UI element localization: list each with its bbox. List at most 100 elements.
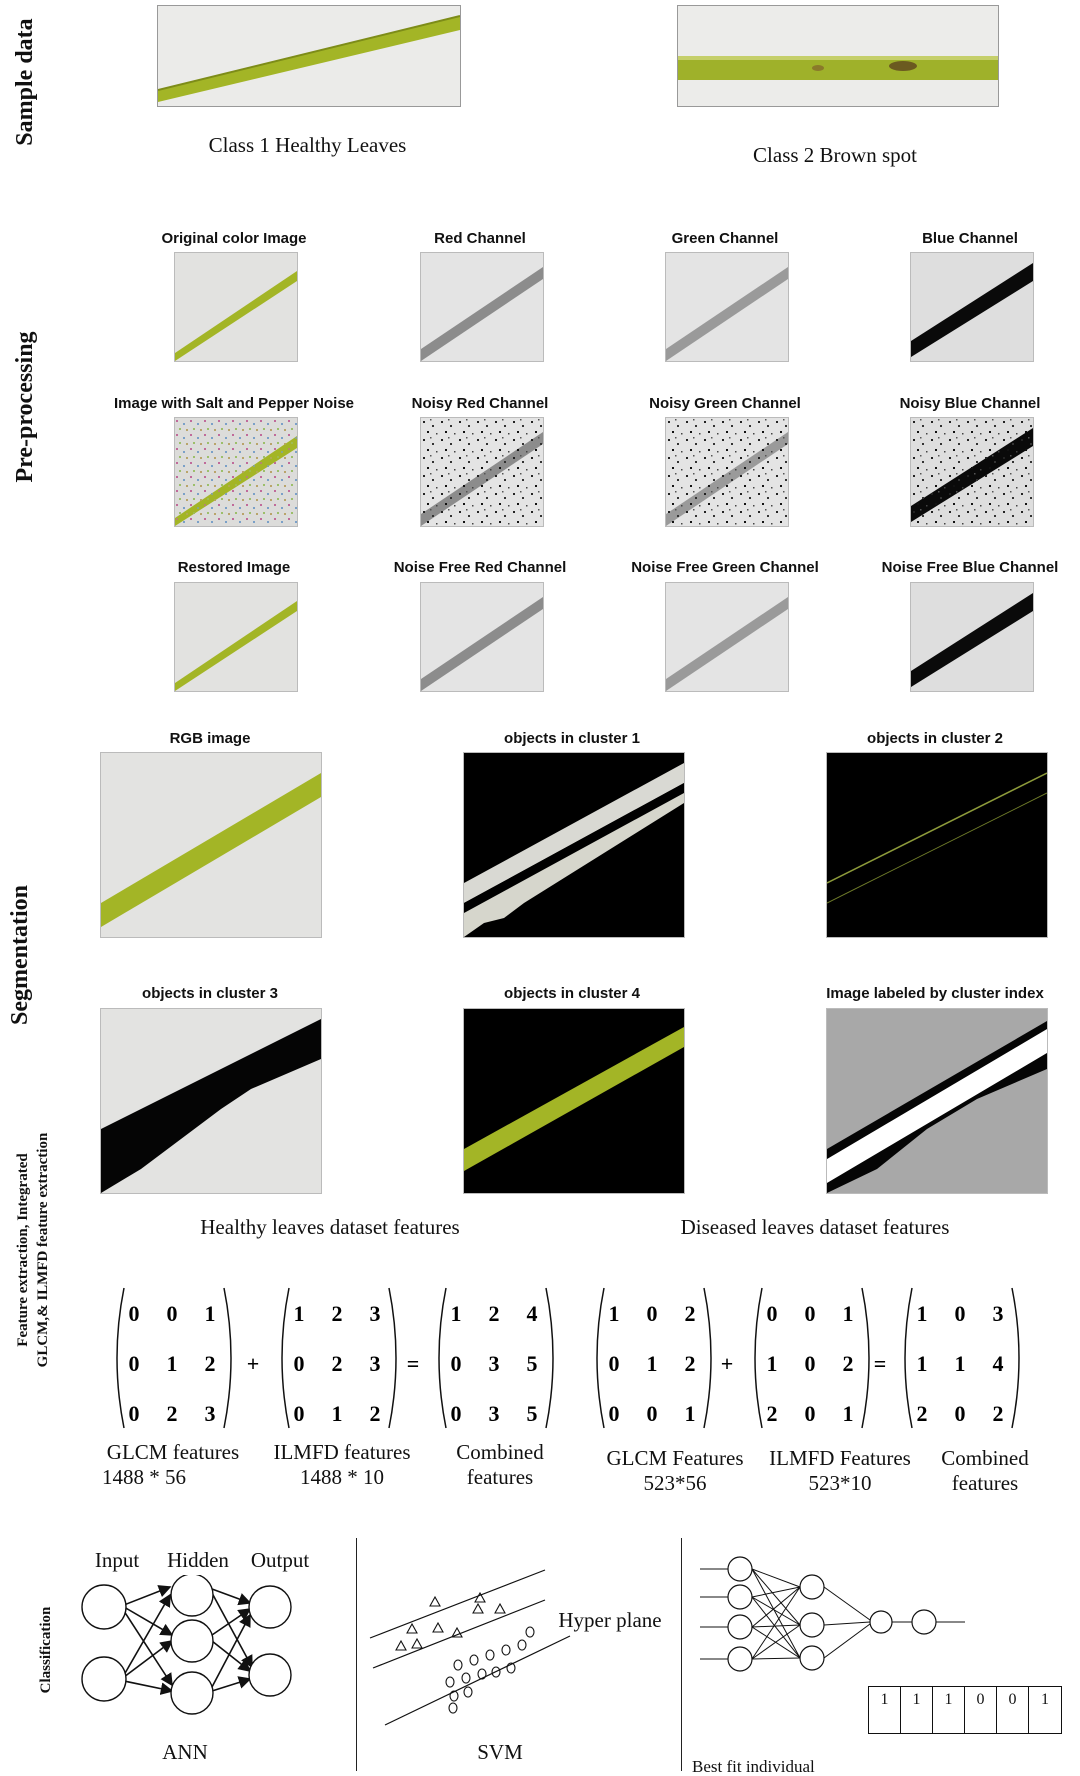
ann-diagram: [81, 1575, 292, 1715]
matrix-cell: 0: [609, 1351, 620, 1376]
classification-divider-1: [356, 1538, 357, 1771]
title-blue-channel: Blue Channel: [922, 230, 1018, 247]
matrix-cell: 3: [489, 1351, 500, 1376]
brown-spot-leaf-graphic: [678, 56, 998, 80]
matrix-cell: 3: [370, 1351, 381, 1376]
matrix-cell: 0: [647, 1401, 658, 1426]
image-original-color: [174, 252, 298, 362]
chromosome-gene: 0: [965, 1687, 997, 1733]
matrix-cell: 0: [805, 1351, 816, 1376]
matrix-cell: 0: [955, 1301, 966, 1326]
image-green-channel: [665, 252, 789, 362]
section-label-segmentation: Segmentation: [7, 885, 33, 1025]
chromosome-gene: 1: [933, 1687, 965, 1733]
diseased-combined-label-2: features: [951, 1471, 1019, 1495]
matrix-cell: 0: [294, 1401, 305, 1426]
healthy-leaf-graphic: [158, 15, 460, 102]
healthy-plus-sign: +: [247, 1351, 260, 1376]
diseased-combined-matrix: 1 0 3 1 1 4 2 0 2: [904, 1287, 1020, 1429]
diseased-equals-sign: =: [874, 1351, 887, 1376]
matrix-cell: 0: [294, 1351, 305, 1376]
matrix-cell: 2: [205, 1351, 216, 1376]
ann-hidden-node-3: [170, 1671, 214, 1715]
section-label-preprocessing: Pre-processing: [12, 331, 38, 483]
matrix-cell: 2: [332, 1351, 343, 1376]
healthy-combined-label: Combined features: [440, 1440, 560, 1490]
matrix-cell: 3: [370, 1301, 381, 1326]
matrix-cell: 0: [167, 1301, 178, 1326]
title-restored-image: Restored Image: [177, 559, 291, 576]
chromosome-gene: 1: [1041, 1691, 1049, 1708]
ann-input-label: Input: [94, 1548, 140, 1572]
image-rgb: [100, 752, 322, 938]
matrix-cell: 1: [167, 1351, 178, 1376]
image-blue-channel: [910, 252, 1034, 362]
healthy-features-title: Healthy leaves dataset features: [200, 1215, 460, 1239]
image-cluster-4: [463, 1008, 685, 1194]
feature-matrices: 0 0 10 1 20 2 31 2 30 2 30 1 21 2 40 3 50 3 51 0 20 1 20 0 10 0 11…: [116, 1287, 1020, 1429]
image-noise-free-green: [665, 582, 789, 692]
matrix-left-bracket: [116, 1287, 125, 1429]
matrix-cell: 1: [767, 1351, 778, 1376]
matrix-cell: 0: [805, 1301, 816, 1326]
matrix-right-bracket: [545, 1287, 554, 1429]
matrix-right-bracket: [223, 1287, 232, 1429]
title-red-channel: Red Channel: [434, 230, 526, 247]
image-restored: [174, 582, 298, 692]
matrix-cell: 0: [451, 1351, 462, 1376]
title-rgb-image: RGB image: [169, 730, 251, 747]
title-cluster-1: objects in cluster 1: [504, 730, 640, 747]
chromosome-gene: 0: [997, 1687, 1029, 1733]
healthy-glcm-label: GLCM features 1488 * 56: [98, 1440, 248, 1490]
title-noise-free-red: Noise Free Red Channel: [393, 559, 567, 576]
healthy-equals-sign: =: [407, 1351, 420, 1376]
ann-output-node-2: [248, 1653, 292, 1697]
best-fit-label: Best fit individual: [692, 1757, 815, 1776]
matrix-cell: 0: [805, 1401, 816, 1426]
matrix-cell: 1: [685, 1401, 696, 1426]
matrix-right-bracket: [1011, 1287, 1020, 1429]
title-labeled-image: Image labeled by cluster index: [826, 985, 1044, 1002]
matrix-cell: 1: [843, 1401, 854, 1426]
matrix-cell: 1: [843, 1301, 854, 1326]
matrix-left-bracket: [754, 1287, 763, 1429]
matrix-cell: 4: [993, 1351, 1004, 1376]
matrix-cell: 0: [955, 1401, 966, 1426]
matrix-cell: 4: [527, 1301, 538, 1326]
matrix-cell: 1: [205, 1301, 216, 1326]
matrix-cell: 2: [489, 1301, 500, 1326]
matrix-right-bracket: [703, 1287, 712, 1429]
ann-input-node-1: [81, 1584, 127, 1630]
diseased-glcm-dim: 523*56: [643, 1471, 707, 1495]
classification-divider-2: [681, 1538, 682, 1771]
healthy-ilmfd-dim: 1488 * 10: [300, 1465, 384, 1489]
matrix-cell: 2: [917, 1401, 928, 1426]
diseased-glcm-label-text: GLCM Features: [606, 1446, 744, 1470]
title-noise-free-green: Noise Free Green Channel: [631, 559, 819, 576]
title-cluster-2: objects in cluster 2: [867, 730, 1003, 747]
svm-hyperplane-label: Hyper plane: [558, 1608, 662, 1632]
title-original-color-image: Original color Image: [161, 230, 307, 247]
matrix-cell: 2: [685, 1351, 696, 1376]
matrix-cell: 1: [917, 1351, 928, 1376]
image-cluster-3: [100, 1008, 322, 1194]
matrix-cell: 0: [767, 1301, 778, 1326]
matrix-cell: 2: [993, 1401, 1004, 1426]
matrix-cell: 2: [332, 1301, 343, 1326]
matrix-cell: 2: [685, 1301, 696, 1326]
image-noisy-green: [665, 417, 789, 527]
image-cluster-2: [826, 752, 1048, 938]
matrix-cell: 1: [294, 1301, 305, 1326]
diseased-features-title: Diseased leaves dataset features: [680, 1215, 950, 1239]
matrix-left-bracket: [904, 1287, 913, 1429]
matrix-cell: 1: [609, 1301, 620, 1326]
matrix-cell: 0: [129, 1401, 140, 1426]
matrix-cell: 1: [332, 1401, 343, 1426]
matrix-cell: 0: [647, 1301, 658, 1326]
healthy-combined-label-1: Combined: [456, 1440, 544, 1464]
diseased-ilmfd-label: ILMFD Features 523*10: [760, 1446, 920, 1496]
title-noise-free-blue: Noise Free Blue Channel: [881, 559, 1059, 576]
matrix-cell: 0: [129, 1351, 140, 1376]
diseased-ilmfd-dim: 523*10: [808, 1471, 872, 1495]
matrix-cell: 0: [609, 1401, 620, 1426]
